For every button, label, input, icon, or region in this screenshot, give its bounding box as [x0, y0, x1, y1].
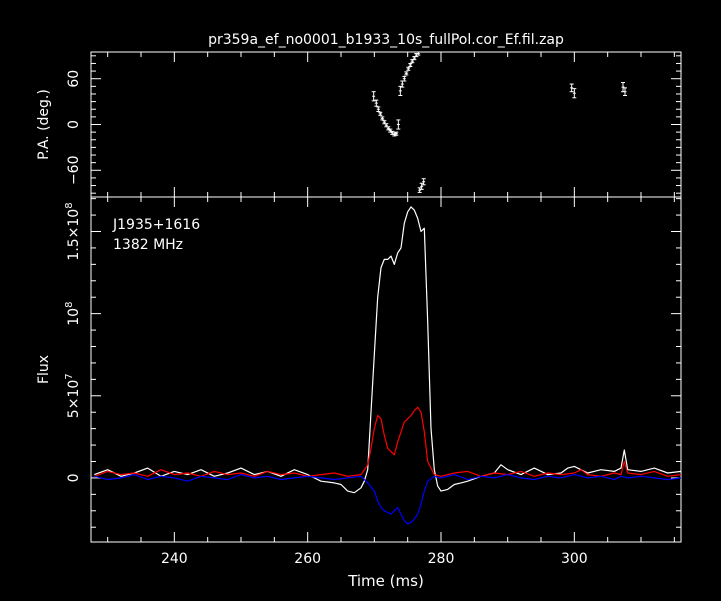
profile-series: [94, 206, 682, 525]
pa-point: [402, 75, 407, 82]
pa-point: [406, 66, 411, 71]
pa-point: [398, 85, 403, 96]
source-name-label: J1935+1616: [112, 217, 200, 233]
pa-point: [374, 99, 379, 107]
pa-ylabel: P.A. (deg.): [36, 89, 52, 160]
pa-point: [419, 182, 424, 190]
pa-point: [417, 187, 422, 193]
pa-point: [416, 51, 421, 56]
pa-point: [623, 87, 627, 96]
pa-point: [408, 62, 413, 67]
pa-point: [394, 131, 399, 136]
profile-xtick-label: 260: [294, 551, 321, 567]
profile-xtick-label: 300: [561, 551, 588, 567]
pa-point: [572, 88, 577, 99]
profile-xtick-label: 280: [428, 551, 455, 567]
figure-title: pr359a_ef_no0001_b1933_10s_fullPol.cor_E…: [208, 32, 564, 48]
profile-tick-marks: [91, 197, 681, 542]
pa-ytick-label: −60: [66, 156, 82, 186]
pa-points: [371, 51, 627, 193]
pa-ytick-label: 60: [66, 70, 82, 88]
profile-ylabel: Flux: [36, 355, 52, 384]
pa-point: [396, 119, 401, 130]
pa-ytick-labels: −60 0 60: [66, 70, 82, 185]
pa-point: [371, 91, 376, 102]
total-intensity-line: [94, 206, 682, 494]
circular-polarization-line: [94, 474, 682, 525]
profile-ytick-label: 1.5×108: [64, 202, 82, 260]
linear-polarization-line: [94, 406, 682, 477]
profile-xtick-labels: 240 260 280 300: [161, 551, 588, 567]
pa-point: [380, 116, 385, 121]
profile-ytick-label: 0: [66, 473, 82, 482]
profile-panel-frame: [90, 196, 682, 543]
pa-tick-marks: [91, 52, 681, 197]
profile-ytick-label: 5×107: [64, 373, 82, 418]
pa-point: [378, 111, 383, 116]
frequency-label: 1382 MHz: [113, 237, 183, 253]
pa-point: [404, 71, 409, 76]
pa-point: [569, 83, 574, 93]
profile-xlabel: Time (ms): [347, 572, 424, 590]
pa-point: [376, 106, 381, 113]
pa-ytick-label: 0: [66, 120, 82, 129]
profile-xtick-label: 240: [161, 551, 188, 567]
pa-point: [421, 178, 426, 186]
